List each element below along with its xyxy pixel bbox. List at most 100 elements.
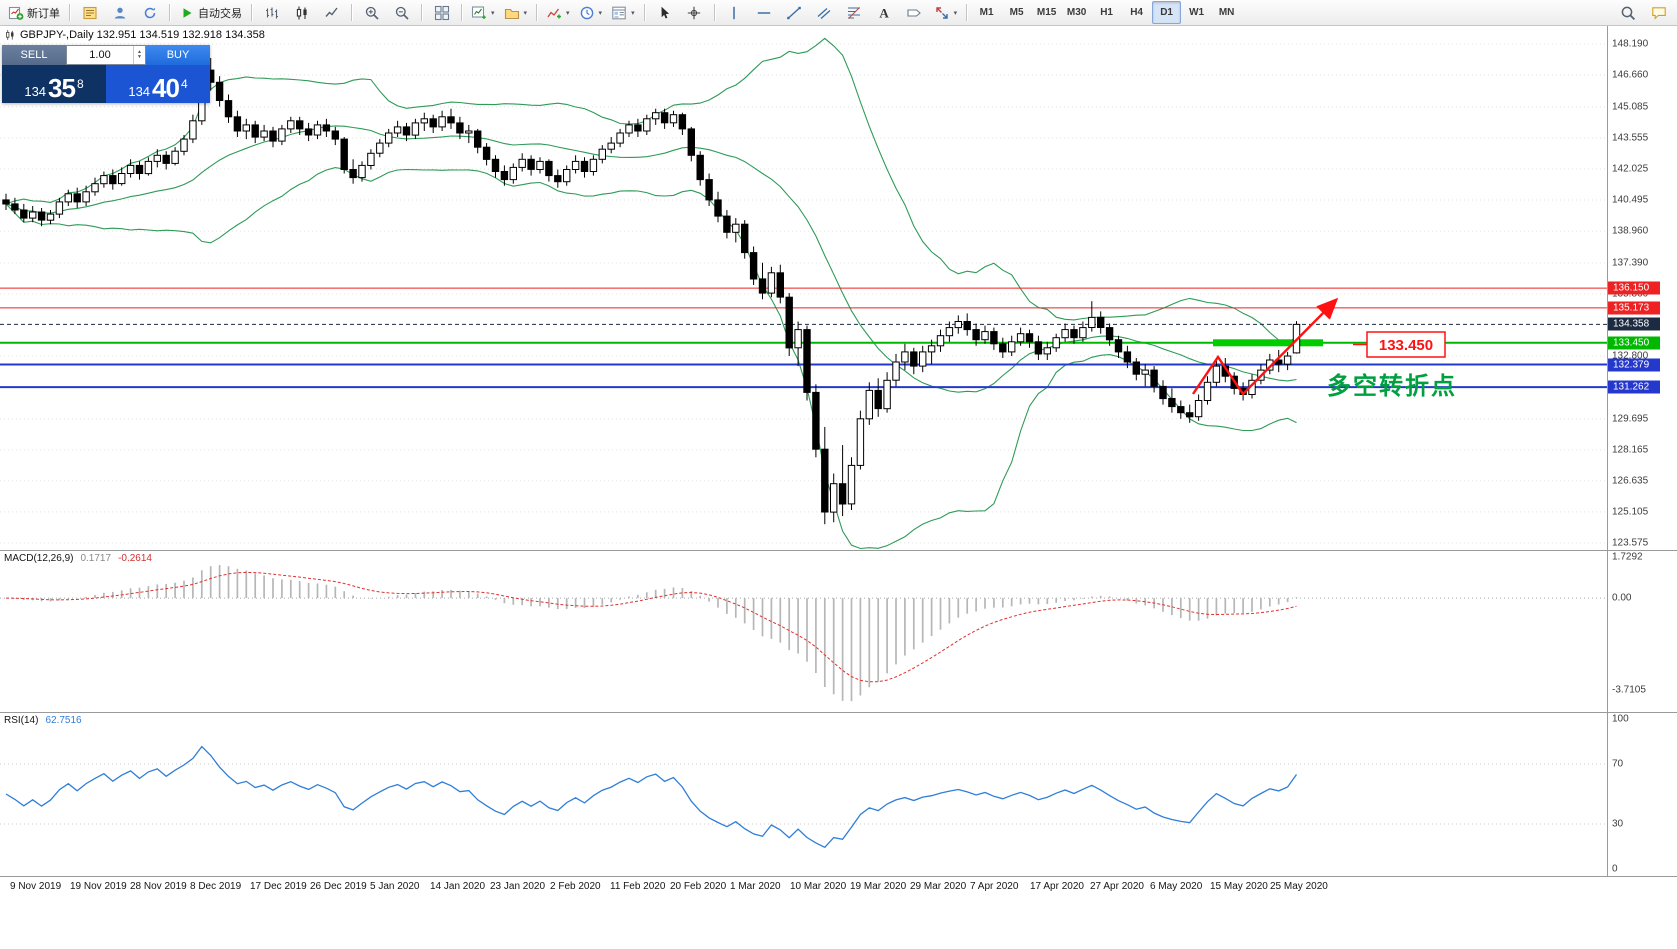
level-price-tag[interactable]: 133.450 <box>1608 336 1660 350</box>
tf-m15-button[interactable]: M15 <box>1032 1 1061 24</box>
label-button[interactable] <box>900 1 929 24</box>
crosshair-button[interactable] <box>680 1 709 24</box>
bar-chart-button[interactable] <box>257 1 286 24</box>
autotrading-button[interactable]: 自动交易 <box>175 1 246 24</box>
volume-up-icon[interactable]: ▲ <box>137 49 142 55</box>
rsi-axis[interactable]: 100 70 30 0 <box>1607 712 1677 876</box>
new-order-icon <box>8 5 24 21</box>
macd-axis[interactable]: 1.7292 0.00 -3.7105 <box>1607 550 1677 712</box>
price-chart-panel[interactable]: 133.450 多空转折点 GBPJPY-,Daily 132.951 134.5… <box>0 26 1607 550</box>
macd-svg[interactable] <box>0 551 1607 712</box>
indicators-icon <box>546 5 562 21</box>
level-price-tag[interactable]: 135.173 <box>1608 301 1660 315</box>
price-axis-label: 146.660 <box>1612 69 1649 81</box>
price-axis-label: 145.085 <box>1612 101 1649 113</box>
editor-icon <box>82 5 98 21</box>
tf-m1-button[interactable]: M1 <box>972 1 1001 24</box>
text-button[interactable]: A <box>870 1 899 24</box>
zoom-out-button[interactable] <box>387 1 416 24</box>
new-order-button[interactable]: 新订单 <box>4 1 64 24</box>
buy-price-sup: 4 <box>180 77 188 91</box>
volume-value[interactable]: 1.00 <box>89 49 111 61</box>
candlestick-chart-button[interactable] <box>287 1 316 24</box>
periods-button[interactable]: ▾ <box>575 1 607 24</box>
fibonacci-button[interactable] <box>840 1 869 24</box>
new-chart-icon <box>471 5 487 21</box>
tile-windows-button[interactable] <box>427 1 456 24</box>
date-axis-label: 11 Feb 2020 <box>610 881 666 892</box>
tf-d1-button[interactable]: D1 <box>1152 1 1182 24</box>
volume-spinner[interactable]: ▲ ▼ <box>133 46 145 64</box>
price-chart-svg[interactable]: 133.450 多空转折点 <box>0 26 1607 550</box>
tf-h1-button-label: H1 <box>1100 7 1113 18</box>
vertical-line-button[interactable] <box>720 1 749 24</box>
buy-price-prefix: 134 <box>128 84 151 99</box>
date-axis-label: 29 Mar 2020 <box>910 881 967 892</box>
sell-price-big: 35 <box>48 73 76 103</box>
sell-button[interactable]: SELL <box>2 45 66 65</box>
price-axis-label: 142.025 <box>1612 163 1649 175</box>
zoom-out-icon <box>394 5 410 21</box>
line-chart-button[interactable] <box>317 1 346 24</box>
profiles-icon <box>504 5 520 21</box>
chart-icon <box>4 29 16 41</box>
current-price-tag[interactable]: 134.358 <box>1608 317 1660 331</box>
templates-button[interactable]: ▾ <box>607 1 639 24</box>
macd-panel[interactable]: MACD(12,26,9) 0.1717 -0.2614 <box>0 550 1607 712</box>
tf-h1-button[interactable]: H1 <box>1092 1 1121 24</box>
refresh-button[interactable] <box>135 1 164 24</box>
dropdown-caret-icon[interactable]: ▾ <box>953 9 958 17</box>
zoom-in-button[interactable] <box>357 1 386 24</box>
svg-text:133.450: 133.450 <box>1379 337 1433 354</box>
dropdown-caret-icon[interactable]: ▾ <box>491 9 495 17</box>
chat-button[interactable] <box>1644 1 1673 24</box>
date-axis-label: 15 May 2020 <box>1210 881 1268 892</box>
macd-axis-label: 1.7292 <box>1612 551 1643 563</box>
dropdown-caret-icon[interactable]: ▾ <box>523 9 528 17</box>
tf-w1-button[interactable]: W1 <box>1182 1 1211 24</box>
dropdown-caret-icon[interactable]: ▾ <box>566 9 570 17</box>
date-axis-label: 23 Jan 2020 <box>490 881 546 892</box>
macd-title: MACD(12,26,9) <box>4 553 74 564</box>
tf-mn-button[interactable]: MN <box>1212 1 1241 24</box>
level-price-tag[interactable]: 132.379 <box>1608 358 1660 371</box>
zoom-in-icon <box>364 5 380 21</box>
sell-price[interactable]: 134 35 8 <box>2 65 106 103</box>
community-button[interactable] <box>105 1 134 24</box>
metaeditor-button[interactable] <box>75 1 104 24</box>
level-price-tag[interactable]: 136.150 <box>1608 281 1660 295</box>
trendline-button[interactable] <box>780 1 809 24</box>
tf-m5-button[interactable]: M5 <box>1002 1 1031 24</box>
dropdown-caret-icon[interactable]: ▾ <box>598 9 603 17</box>
arrows-button[interactable]: ▾ <box>930 1 962 24</box>
volume-down-icon[interactable]: ▼ <box>137 54 142 60</box>
tf-m30-button[interactable]: M30 <box>1062 1 1091 24</box>
buy-button[interactable]: BUY <box>146 45 210 65</box>
level-price-tag[interactable]: 131.262 <box>1608 380 1660 394</box>
indicators-button[interactable]: ▾ <box>542 1 574 24</box>
price-axis-label: 126.635 <box>1612 475 1649 487</box>
tf-m5-button-label: M5 <box>1009 7 1024 18</box>
horizontal-line-button[interactable] <box>750 1 779 24</box>
buy-price[interactable]: 134 40 4 <box>106 65 210 103</box>
svg-text:A: A <box>879 5 889 20</box>
bars-icon <box>264 5 280 21</box>
dropdown-caret-icon[interactable]: ▾ <box>631 9 635 17</box>
tf-h4-button[interactable]: H4 <box>1122 1 1151 24</box>
volume-field[interactable]: 1.00 ▲ ▼ <box>66 45 146 65</box>
toolbar-separator <box>169 4 170 21</box>
rsi-axis-label: 30 <box>1612 818 1624 830</box>
new-chart-button[interactable]: ▾ <box>467 1 499 24</box>
rsi-panel[interactable]: RSI(14) 62.7516 <box>0 712 1607 876</box>
date-axis-label: 6 May 2020 <box>1150 881 1203 892</box>
time-axis[interactable]: 9 Nov 2019 19 Nov 2019 28 Nov 2019 8 Dec 20… <box>0 876 1677 898</box>
tf-d1-button-label: D1 <box>1160 7 1173 18</box>
price-axis[interactable]: 148.190 146.660 145.085 143.555 142.025 140.4… <box>1607 26 1677 550</box>
cursor-button[interactable] <box>650 1 679 24</box>
profiles-button[interactable]: ▾ <box>500 1 532 24</box>
channel-button[interactable] <box>810 1 839 24</box>
toolbar-right-group <box>1613 1 1673 24</box>
date-axis-label: 2 Feb 2020 <box>550 881 601 892</box>
rsi-svg[interactable] <box>0 713 1607 876</box>
search-button[interactable] <box>1613 1 1642 24</box>
